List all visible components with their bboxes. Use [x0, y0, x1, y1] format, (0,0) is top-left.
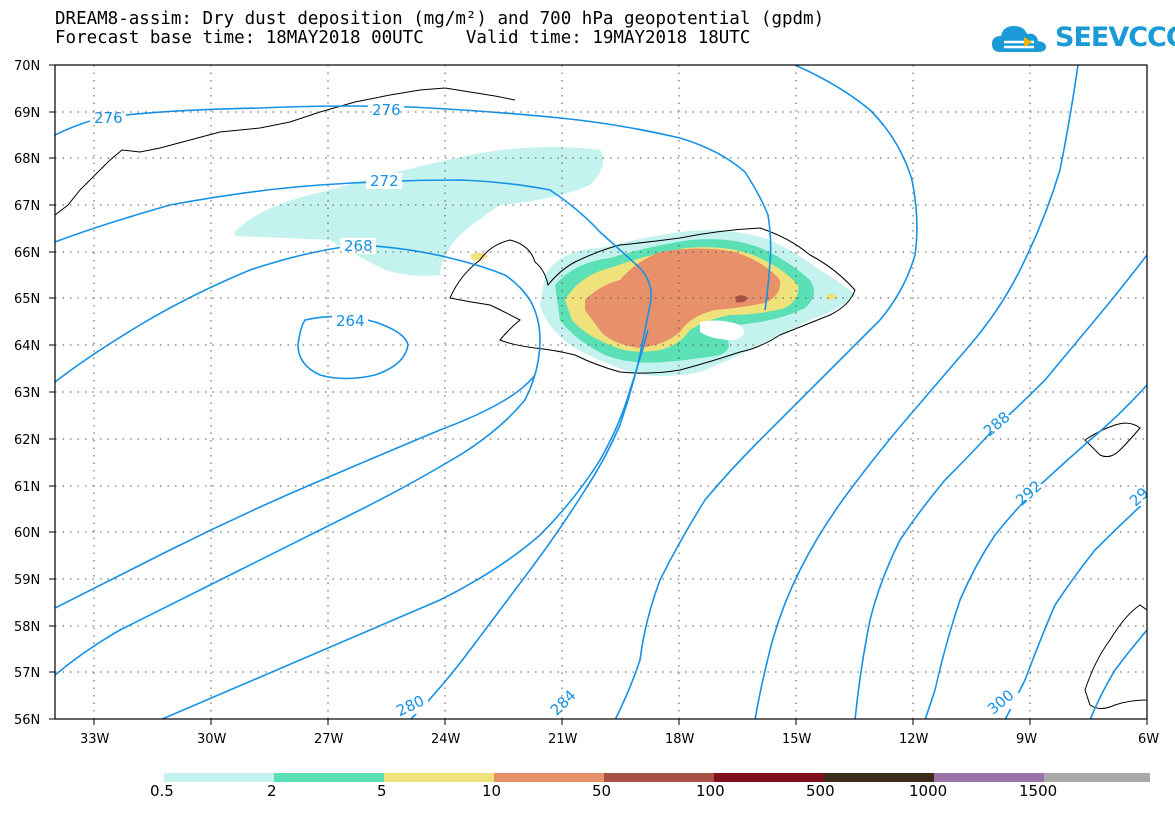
- legend-swatch: [1044, 773, 1150, 782]
- lat-label: 69N: [14, 106, 40, 121]
- title-line-1: DREAM8-assim: Dry dust deposition (mg/m²…: [55, 9, 825, 29]
- contour-label: 276: [94, 109, 123, 127]
- dust-iceland: [470, 230, 855, 376]
- latitude-labels: 70N 69N 68N 67N 66N 65N 64N 63N 62N 61N …: [14, 59, 40, 728]
- legend-swatch: [274, 773, 384, 782]
- geopotential-contours: [55, 65, 1147, 719]
- contour-label: 268: [344, 237, 373, 255]
- lat-label: 62N: [14, 433, 40, 448]
- legend-label: 500: [806, 782, 835, 800]
- legend-swatch: [604, 773, 714, 782]
- lon-label: 30W: [197, 732, 227, 747]
- lat-label: 68N: [14, 152, 40, 167]
- lat-label: 63N: [14, 386, 40, 401]
- contour-label: 288: [980, 408, 1014, 440]
- lat-label: 67N: [14, 199, 40, 214]
- lat-label: 61N: [14, 480, 40, 495]
- legend-label: 1500: [1019, 782, 1058, 800]
- lat-label: 70N: [14, 59, 40, 74]
- lon-label: 18W: [665, 732, 695, 747]
- lon-label: 15W: [782, 732, 812, 747]
- legend-label: 50: [592, 782, 612, 800]
- legend-swatch: [824, 773, 934, 782]
- axis-ticks: [49, 64, 1148, 725]
- cloud-icon: [992, 26, 1046, 52]
- dust-plume-offshore: [235, 146, 604, 276]
- contour-label: 280: [394, 692, 428, 720]
- legend-swatch: [494, 773, 604, 782]
- contour-label: 264: [336, 312, 365, 330]
- title-line-2: Forecast base time: 18MAY2018 00UTC Vali…: [55, 28, 751, 48]
- lat-label: 65N: [14, 292, 40, 307]
- legend-label: 2: [267, 782, 277, 800]
- legend-label: 100: [696, 782, 725, 800]
- legend-swatch: [164, 773, 274, 782]
- coastlines: [55, 87, 1147, 709]
- contour-labels: 276 276 272 268 264 280 284 288 292 29 3…: [90, 101, 1152, 720]
- map-title: DREAM8-assim: Dry dust deposition (mg/m²…: [55, 10, 824, 48]
- contour-label: 276: [372, 101, 401, 119]
- lat-label: 64N: [14, 339, 40, 354]
- legend-swatch: [714, 773, 824, 782]
- lat-label: 58N: [14, 620, 40, 635]
- lon-label: 9W: [1016, 732, 1037, 747]
- contour-label: 292: [1012, 477, 1045, 510]
- contour-label: 272: [370, 172, 399, 190]
- lon-label: 33W: [80, 732, 110, 747]
- lon-label: 24W: [431, 732, 461, 747]
- legend-label: 0.5: [150, 782, 174, 800]
- longitude-labels: 33W 30W 27W 24W 21W 18W 15W 12W 9W 6W: [80, 732, 1159, 747]
- lat-label: 57N: [14, 666, 40, 681]
- lon-label: 6W: [1138, 732, 1159, 747]
- legend-label: 1000: [909, 782, 948, 800]
- legend-swatch: [934, 773, 1044, 782]
- lon-label: 21W: [548, 732, 578, 747]
- lat-label: 59N: [14, 573, 40, 588]
- contour-label: 284: [547, 686, 580, 719]
- lat-label: 56N: [14, 713, 40, 728]
- legend-colorbar: [164, 773, 1150, 782]
- legend-label: 5: [377, 782, 387, 800]
- contour-label: 29: [1126, 484, 1152, 510]
- lat-label: 60N: [14, 526, 40, 541]
- lat-label: 66N: [14, 246, 40, 261]
- logo-text: SEEVCCC: [1055, 22, 1175, 53]
- lon-label: 27W: [314, 732, 344, 747]
- contour-label: 300: [984, 686, 1018, 718]
- legend-swatch: [384, 773, 494, 782]
- legend-label: 10: [482, 782, 502, 800]
- lon-label: 12W: [899, 732, 929, 747]
